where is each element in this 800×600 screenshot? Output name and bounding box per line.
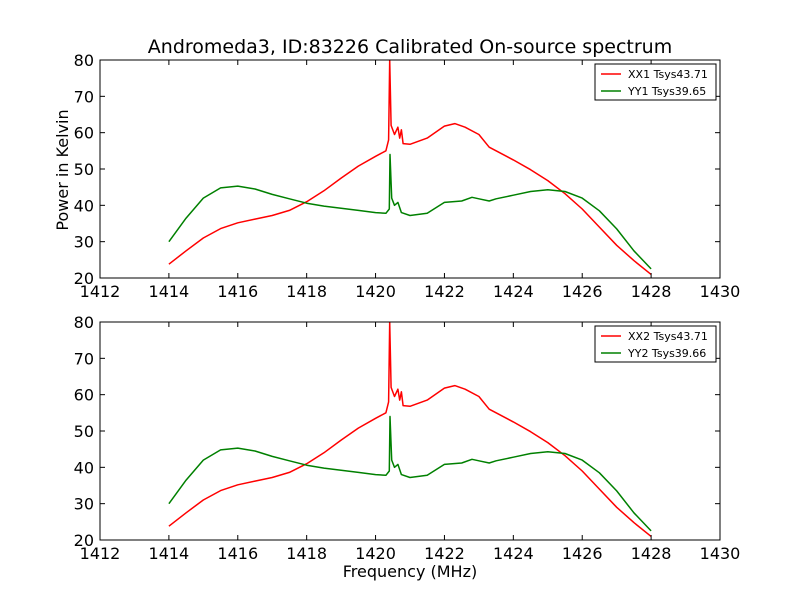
x-tick-label: 1428 xyxy=(631,282,672,301)
y-axis-label: Power in Kelvin xyxy=(53,109,72,230)
chart-title: Andromeda3, ID:83226 Calibrated On-sourc… xyxy=(148,36,672,58)
x-tick-label: 1422 xyxy=(424,544,465,563)
series-line-yy1 xyxy=(168,153,652,270)
x-tick-label: 1420 xyxy=(355,282,396,301)
series-line-xx1 xyxy=(168,60,652,275)
x-tick-label: 1424 xyxy=(493,282,534,301)
y-tick-label: 20 xyxy=(74,531,94,550)
y-tick-label: 80 xyxy=(74,313,94,332)
x-tick-label: 1430 xyxy=(700,282,741,301)
x-tick-label: 1418 xyxy=(286,544,327,563)
x-tick-label: 1426 xyxy=(562,544,603,563)
legend-entry: YY1 Tsys39.65 xyxy=(627,85,706,98)
x-tick-label: 1426 xyxy=(562,282,603,301)
y-tick-label: 30 xyxy=(74,233,94,252)
y-tick-label: 70 xyxy=(74,349,94,368)
y-tick-label: 40 xyxy=(74,196,94,215)
y-tick-label: 60 xyxy=(74,124,94,143)
series-line-yy2 xyxy=(168,415,652,532)
y-tick-label: 50 xyxy=(74,422,94,441)
x-tick-label: 1412 xyxy=(80,282,121,301)
x-tick-label: 1412 xyxy=(80,544,121,563)
y-tick-label: 30 xyxy=(74,495,94,514)
x-tick-label: 1428 xyxy=(631,544,672,563)
y-tick-label: 60 xyxy=(74,386,94,405)
series-line-xx2 xyxy=(168,322,652,537)
x-tick-label: 1420 xyxy=(355,544,396,563)
legend-entry: XX1 Tsys43.71 xyxy=(628,68,708,81)
bottom-panel: 1412 1414 1416 1418 1420 1422 1424 1426 1428 1430… xyxy=(74,313,741,563)
legend-box xyxy=(594,325,717,363)
top-panel: 1412 1414 1416 1418 1420 1422 1424 1426 1428 1430… xyxy=(74,51,741,301)
legend-entry: XX2 Tsys43.71 xyxy=(628,330,708,343)
legend-box xyxy=(594,63,717,101)
y-tick-label: 20 xyxy=(74,269,94,288)
x-tick-label: 1424 xyxy=(493,544,534,563)
x-tick-label: 1430 xyxy=(700,544,741,563)
x-tick-label: 1414 xyxy=(149,544,190,563)
x-tick-label: 1416 xyxy=(217,282,258,301)
y-tick-label: 80 xyxy=(74,51,94,70)
y-tick-label: 40 xyxy=(74,458,94,477)
x-tick-label: 1416 xyxy=(217,544,258,563)
y-tick-label: 50 xyxy=(74,160,94,179)
legend-entry: YY2 Tsys39.66 xyxy=(627,347,706,360)
x-axis-label: Frequency (MHz) xyxy=(343,562,477,581)
x-tick-label: 1418 xyxy=(286,282,327,301)
x-tick-label: 1414 xyxy=(149,282,190,301)
y-tick-label: 70 xyxy=(74,87,94,106)
x-tick-label: 1422 xyxy=(424,282,465,301)
